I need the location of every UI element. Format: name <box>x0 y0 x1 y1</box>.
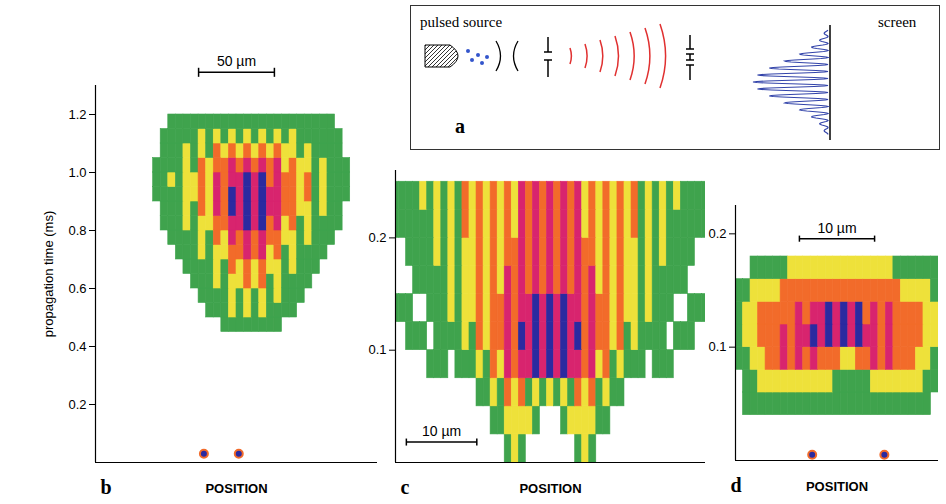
svg-text:1.0: 1.0 <box>68 165 86 180</box>
svg-text:0.8: 0.8 <box>68 223 86 238</box>
svg-text:POSITION: POSITION <box>205 481 267 496</box>
svg-text:b: b <box>101 476 112 498</box>
svg-text:POSITION: POSITION <box>519 481 581 496</box>
svg-text:0.4: 0.4 <box>68 339 86 354</box>
svg-text:0.2: 0.2 <box>708 226 726 241</box>
svg-text:1.2: 1.2 <box>68 107 86 122</box>
svg-text:10 µm: 10 µm <box>422 423 461 439</box>
svg-text:0.1: 0.1 <box>368 342 386 357</box>
svg-text:0.2: 0.2 <box>68 397 86 412</box>
svg-text:10 µm: 10 µm <box>817 220 856 236</box>
svg-text:d: d <box>731 474 742 496</box>
svg-text:propagation time (ms): propagation time (ms) <box>41 211 56 337</box>
svg-text:POSITION: POSITION <box>806 479 868 494</box>
svg-text:c: c <box>401 476 410 498</box>
svg-text:0.1: 0.1 <box>708 339 726 354</box>
svg-text:pulsed source: pulsed source <box>420 14 502 30</box>
svg-text:a: a <box>455 115 465 137</box>
svg-text:0.6: 0.6 <box>68 281 86 296</box>
svg-text:50 µm: 50 µm <box>217 53 256 69</box>
svg-text:screen: screen <box>878 14 917 30</box>
svg-text:0.2: 0.2 <box>368 230 386 245</box>
